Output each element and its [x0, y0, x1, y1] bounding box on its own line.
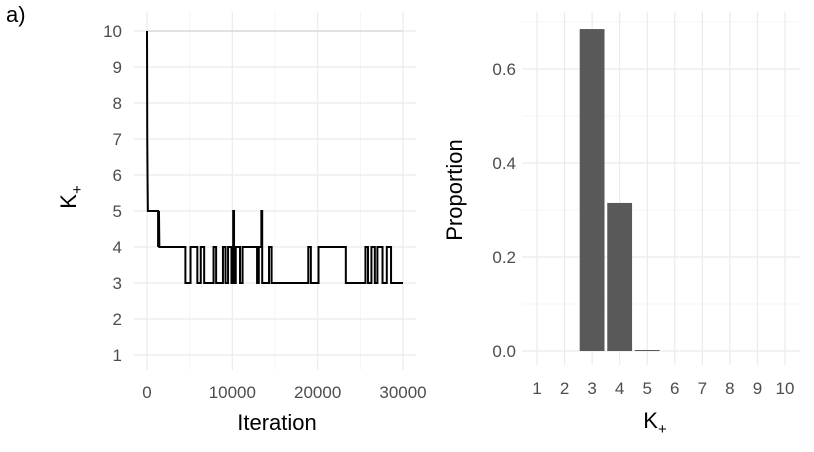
bar-x-tick-label: 8	[725, 379, 734, 398]
trace-y-tick-label: 6	[113, 166, 122, 185]
trace-y-tick-label: 7	[113, 130, 122, 149]
bar-x-tick-labels: 1 2 3 4 5 6 7 8 9 10	[532, 379, 794, 398]
bar	[634, 350, 660, 351]
bar-x-tick-label: 4	[615, 379, 624, 398]
bar-x-tick-label: 6	[670, 379, 679, 398]
bar-gridlines	[522, 12, 800, 365]
trace-y-axis-title-sub: +	[69, 185, 86, 194]
bar	[579, 29, 605, 352]
bar-x-axis-title-main: K	[643, 408, 658, 433]
trace-y-tick-label: 4	[113, 238, 122, 257]
trace-x-tick-label: 30000	[379, 383, 426, 402]
trace-y-axis-title: K+	[56, 185, 86, 209]
bar-y-tick-label: 0.6	[492, 60, 516, 79]
bar-y-tick-label: 0.4	[492, 154, 516, 173]
trace-series-line	[146, 30, 403, 284]
bar-y-tick-label: 0.2	[492, 248, 516, 267]
trace-y-tick-label: 5	[113, 202, 122, 221]
trace-x-tick-label: 10000	[209, 383, 256, 402]
svg-text:K+: K+	[56, 185, 86, 209]
bar-x-tick-label: 5	[642, 379, 651, 398]
bars	[579, 29, 660, 352]
trace-x-tick-labels: 0 10000 20000 30000	[142, 383, 426, 402]
trace-y-tick-labels: 1 2 3 4 5 6 7 8 9 10	[103, 22, 122, 365]
trace-y-axis-title-main: K	[56, 194, 81, 209]
trace-gridlines	[134, 12, 416, 370]
trace-x-tick-label: 0	[142, 383, 151, 402]
trace-y-tick-label: 3	[113, 274, 122, 293]
bar-y-tick-label: 0.0	[492, 342, 516, 361]
bar-x-tick-label: 3	[587, 379, 596, 398]
bar-y-axis-title: Proportion	[442, 139, 467, 241]
trace-y-tick-label: 9	[113, 58, 122, 77]
trace-y-tick-label: 10	[103, 22, 122, 41]
bar-x-tick-label: 1	[532, 379, 541, 398]
trace-x-tick-label: 20000	[294, 383, 341, 402]
trace-y-tick-label: 8	[113, 94, 122, 113]
bar-x-tick-label: 10	[776, 379, 795, 398]
panel-label: a)	[6, 2, 26, 27]
bar	[607, 202, 633, 351]
bar-x-tick-label: 9	[753, 379, 762, 398]
bar-x-tick-label: 7	[698, 379, 707, 398]
bar-x-tick-label: 2	[560, 379, 569, 398]
trace-plot: 1 2 3 4 5 6 7 8 9 10 0 10000 20000 30000 Iteration K…	[56, 12, 427, 435]
bar-x-axis-title-sub: +	[658, 421, 667, 438]
trace-x-axis-title: Iteration	[237, 410, 317, 435]
proportion-bar-chart: 0.0 0.2 0.4 0.6 1 2 3 4 5 6 7 8 9 10 K+ Proportion	[442, 12, 800, 438]
trace-y-tick-label: 1	[113, 346, 122, 365]
bar-x-axis-title: K+	[643, 408, 667, 438]
trace-y-tick-label: 2	[113, 310, 122, 329]
bar-y-tick-labels: 0.0 0.2 0.4 0.6	[492, 60, 516, 361]
